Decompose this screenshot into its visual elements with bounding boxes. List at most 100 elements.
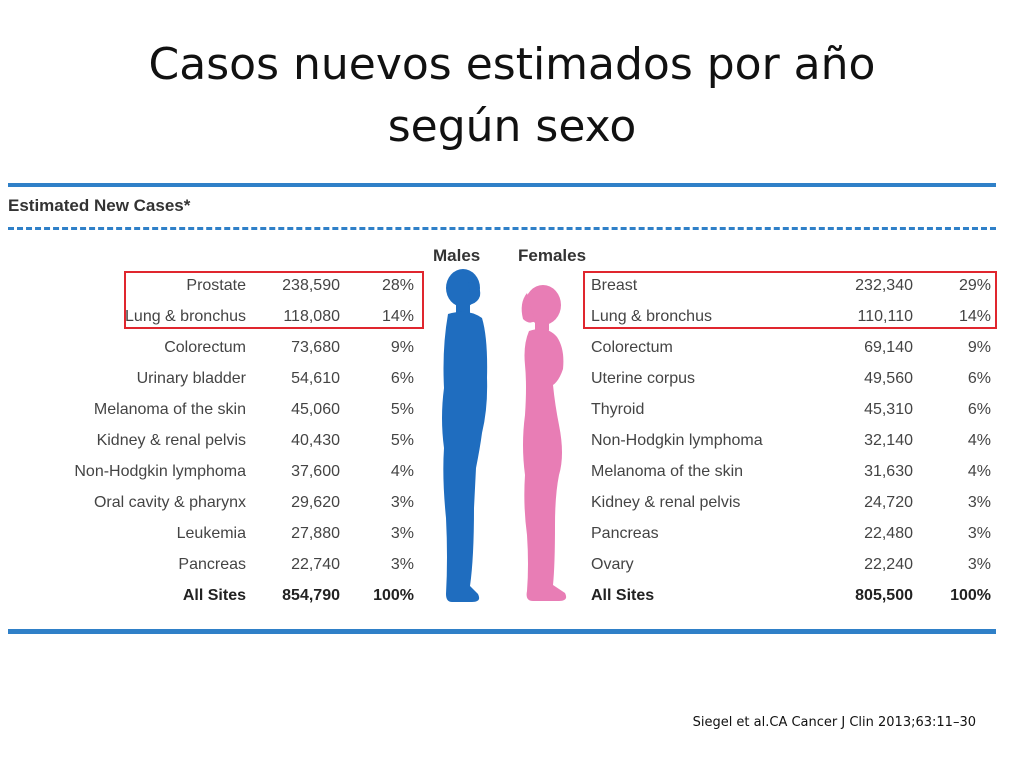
case-percent: 14% (381, 308, 414, 325)
case-percent: 100% (373, 587, 414, 604)
females-top-sites-highlight (583, 271, 997, 329)
males-row: Lung & bronchus 118,080 14% (0, 301, 430, 332)
citation: Siegel et al.CA Cancer J Clin 2013;63:11… (692, 715, 976, 730)
case-percent: 9% (390, 339, 414, 356)
site-name: Oral cavity & pharynx (93, 494, 246, 511)
site-name: Pancreas (591, 525, 659, 542)
case-percent: 6% (967, 401, 991, 418)
males-column-header: Males (433, 246, 481, 265)
site-name: Non-Hodgkin lymphoma (591, 432, 763, 449)
female-silhouette-icon (521, 285, 567, 601)
case-percent: 3% (390, 525, 414, 542)
females-row: Thyroid 45,310 6% (585, 394, 1005, 425)
case-count: 73,680 (291, 339, 340, 356)
case-count: 31,630 (864, 463, 913, 480)
case-percent: 6% (390, 370, 414, 387)
site-name: Kidney & renal pelvis (591, 494, 741, 511)
case-percent: 4% (390, 463, 414, 480)
case-percent: 9% (967, 339, 991, 356)
site-name: Pancreas (178, 556, 246, 573)
slide-title: Casos nuevos estimados por año según sex… (0, 34, 1024, 158)
females-row: Ovary 22,240 3% (585, 549, 1005, 580)
site-name: Colorectum (164, 339, 246, 356)
site-name: Kidney & renal pelvis (96, 432, 246, 449)
males-row: Kidney & renal pelvis 40,430 5% (0, 425, 430, 456)
case-count: 110,110 (857, 308, 913, 325)
case-percent: 3% (967, 556, 991, 573)
case-count: 24,720 (864, 494, 913, 511)
slide-title-line1: Casos nuevos estimados por año (148, 39, 876, 90)
case-percent: 3% (967, 525, 991, 542)
case-percent: 100% (950, 587, 991, 604)
site-name: Lung & bronchus (125, 308, 246, 325)
male-silhouette-icon (442, 269, 488, 602)
case-count: 37,600 (291, 463, 340, 480)
males-row: Oral cavity & pharynx 29,620 3% (0, 487, 430, 518)
top-rule (8, 183, 996, 187)
case-count: 40,430 (291, 432, 340, 449)
males-row: Melanoma of the skin 45,060 5% (0, 394, 430, 425)
table-header: Estimated New Cases* (8, 196, 191, 215)
males-row: Pancreas 22,740 3% (0, 549, 430, 580)
case-count: 22,740 (291, 556, 340, 573)
case-percent: 5% (390, 432, 414, 449)
females-row: Non-Hodgkin lymphoma 32,140 4% (585, 425, 1005, 456)
males-total-row: All Sites 854,790 100% (0, 580, 430, 611)
females-row: Colorectum 69,140 9% (585, 332, 1005, 363)
bottom-rule (8, 629, 996, 634)
females-table: Breast 232,340 29% Lung & bronchus 110,110 14… (585, 270, 1005, 611)
case-count: 22,480 (864, 525, 913, 542)
case-percent: 28% (381, 277, 414, 294)
females-total-row: All Sites 805,500 100% (585, 580, 1005, 611)
case-count: 54,610 (291, 370, 340, 387)
females-row: Breast 232,340 29% (585, 270, 1005, 301)
females-row: Pancreas 22,480 3% (585, 518, 1005, 549)
case-percent: 3% (390, 556, 414, 573)
case-count: 29,620 (291, 494, 340, 511)
case-percent: 29% (958, 277, 991, 294)
males-row: Colorectum 73,680 9% (0, 332, 430, 363)
case-percent: 14% (958, 308, 991, 325)
case-percent: 3% (967, 494, 991, 511)
site-name: Thyroid (591, 401, 645, 418)
site-name: Lung & bronchus (591, 308, 712, 325)
site-name: Non-Hodgkin lymphoma (74, 463, 246, 480)
case-percent: 5% (390, 401, 414, 418)
case-count: 238,590 (282, 277, 340, 294)
site-name: Ovary (591, 556, 634, 573)
site-name: All Sites (182, 587, 246, 604)
females-row: Kidney & renal pelvis 24,720 3% (585, 487, 1005, 518)
males-row: Leukemia 27,880 3% (0, 518, 430, 549)
females-row: Uterine corpus 49,560 6% (585, 363, 1005, 394)
site-name: Melanoma of the skin (93, 401, 246, 418)
case-percent: 4% (967, 463, 991, 480)
site-name: Leukemia (176, 525, 246, 542)
females-column-header: Females (518, 246, 587, 265)
site-name: Urinary bladder (136, 370, 246, 387)
males-row: Prostate 238,590 28% (0, 270, 430, 301)
dashed-rule (8, 227, 996, 230)
case-percent: 3% (390, 494, 414, 511)
case-count: 69,140 (864, 339, 913, 356)
males-row: Urinary bladder 54,610 6% (0, 363, 430, 394)
site-name: Prostate (186, 277, 246, 294)
case-percent: 4% (967, 432, 991, 449)
site-name: Breast (591, 277, 638, 294)
case-count: 118,080 (283, 308, 340, 325)
site-name: Uterine corpus (591, 370, 696, 387)
males-table: Prostate 238,590 28% Lung & bronchus 118,080… (0, 270, 430, 611)
case-count: 49,560 (864, 370, 913, 387)
site-name: Melanoma of the skin (591, 463, 744, 480)
males-row: Non-Hodgkin lymphoma 37,600 4% (0, 456, 430, 487)
case-percent: 6% (967, 370, 991, 387)
case-count: 805,500 (855, 587, 913, 604)
case-count: 45,060 (291, 401, 340, 418)
case-count: 854,790 (282, 587, 340, 604)
site-name: Colorectum (591, 339, 673, 356)
females-row: Melanoma of the skin 31,630 4% (585, 456, 1005, 487)
females-row: Lung & bronchus 110,110 14% (585, 301, 1005, 332)
slide-title-line2: según sexo (387, 101, 637, 152)
case-count: 232,340 (855, 277, 913, 294)
case-count: 32,140 (864, 432, 913, 449)
site-name: All Sites (591, 587, 655, 604)
